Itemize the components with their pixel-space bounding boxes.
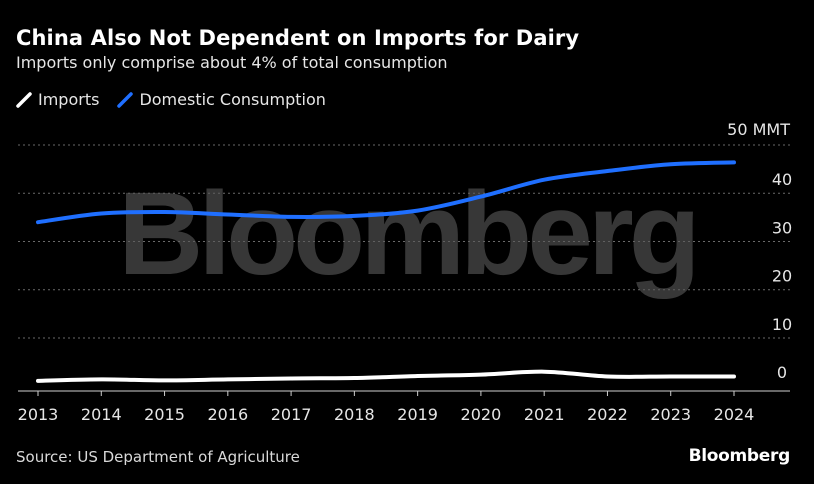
source-note: Source: US Department of Agriculture xyxy=(16,448,300,466)
x-tick-label: 2018 xyxy=(334,405,375,424)
legend-item-domestic: Domestic Consumption xyxy=(117,90,326,109)
chart-title: China Also Not Dependent on Imports for … xyxy=(16,26,580,50)
x-tick-label: 2024 xyxy=(714,405,755,424)
y-tick-label: 0 xyxy=(777,363,787,382)
bloomberg-watermark: Bloomberg xyxy=(118,168,696,300)
y-tick-label: 20 xyxy=(772,267,792,286)
legend-swatch-domestic-line xyxy=(117,91,134,108)
legend-swatch-imports xyxy=(16,91,32,108)
x-tick-label: 2022 xyxy=(587,405,628,424)
series-line-imports xyxy=(36,369,736,383)
x-tick-label: 2016 xyxy=(207,405,248,424)
x-tick-label: 2021 xyxy=(524,405,565,424)
legend-item-imports: Imports xyxy=(16,90,99,109)
y-tick-label: 10 xyxy=(772,315,792,334)
y-tick-label: 40 xyxy=(772,170,792,189)
y-unit-label: 50 MMT xyxy=(727,120,790,139)
legend-swatch-domestic xyxy=(117,91,134,108)
x-tick-label: 2013 xyxy=(18,405,59,424)
x-tick-label: 2015 xyxy=(144,405,185,424)
x-tick-label: 2020 xyxy=(461,405,502,424)
legend-label-imports: Imports xyxy=(38,90,100,109)
chart-subtitle: Imports only comprise about 4% of total … xyxy=(16,53,448,72)
legend: Imports Domestic Consumption xyxy=(16,90,344,109)
x-tick-label: 2014 xyxy=(81,405,122,424)
series-line-domestic-consumption xyxy=(36,160,736,225)
x-tick-label: 2019 xyxy=(397,405,438,424)
y-tick-label: 30 xyxy=(772,218,792,237)
x-tick-label: 2023 xyxy=(650,405,691,424)
legend-swatch-imports-line xyxy=(16,91,32,108)
x-tick-label: 2017 xyxy=(271,405,312,424)
bloomberg-logo: Bloomberg xyxy=(688,446,791,466)
legend-label-domestic: Domestic Consumption xyxy=(139,90,326,109)
